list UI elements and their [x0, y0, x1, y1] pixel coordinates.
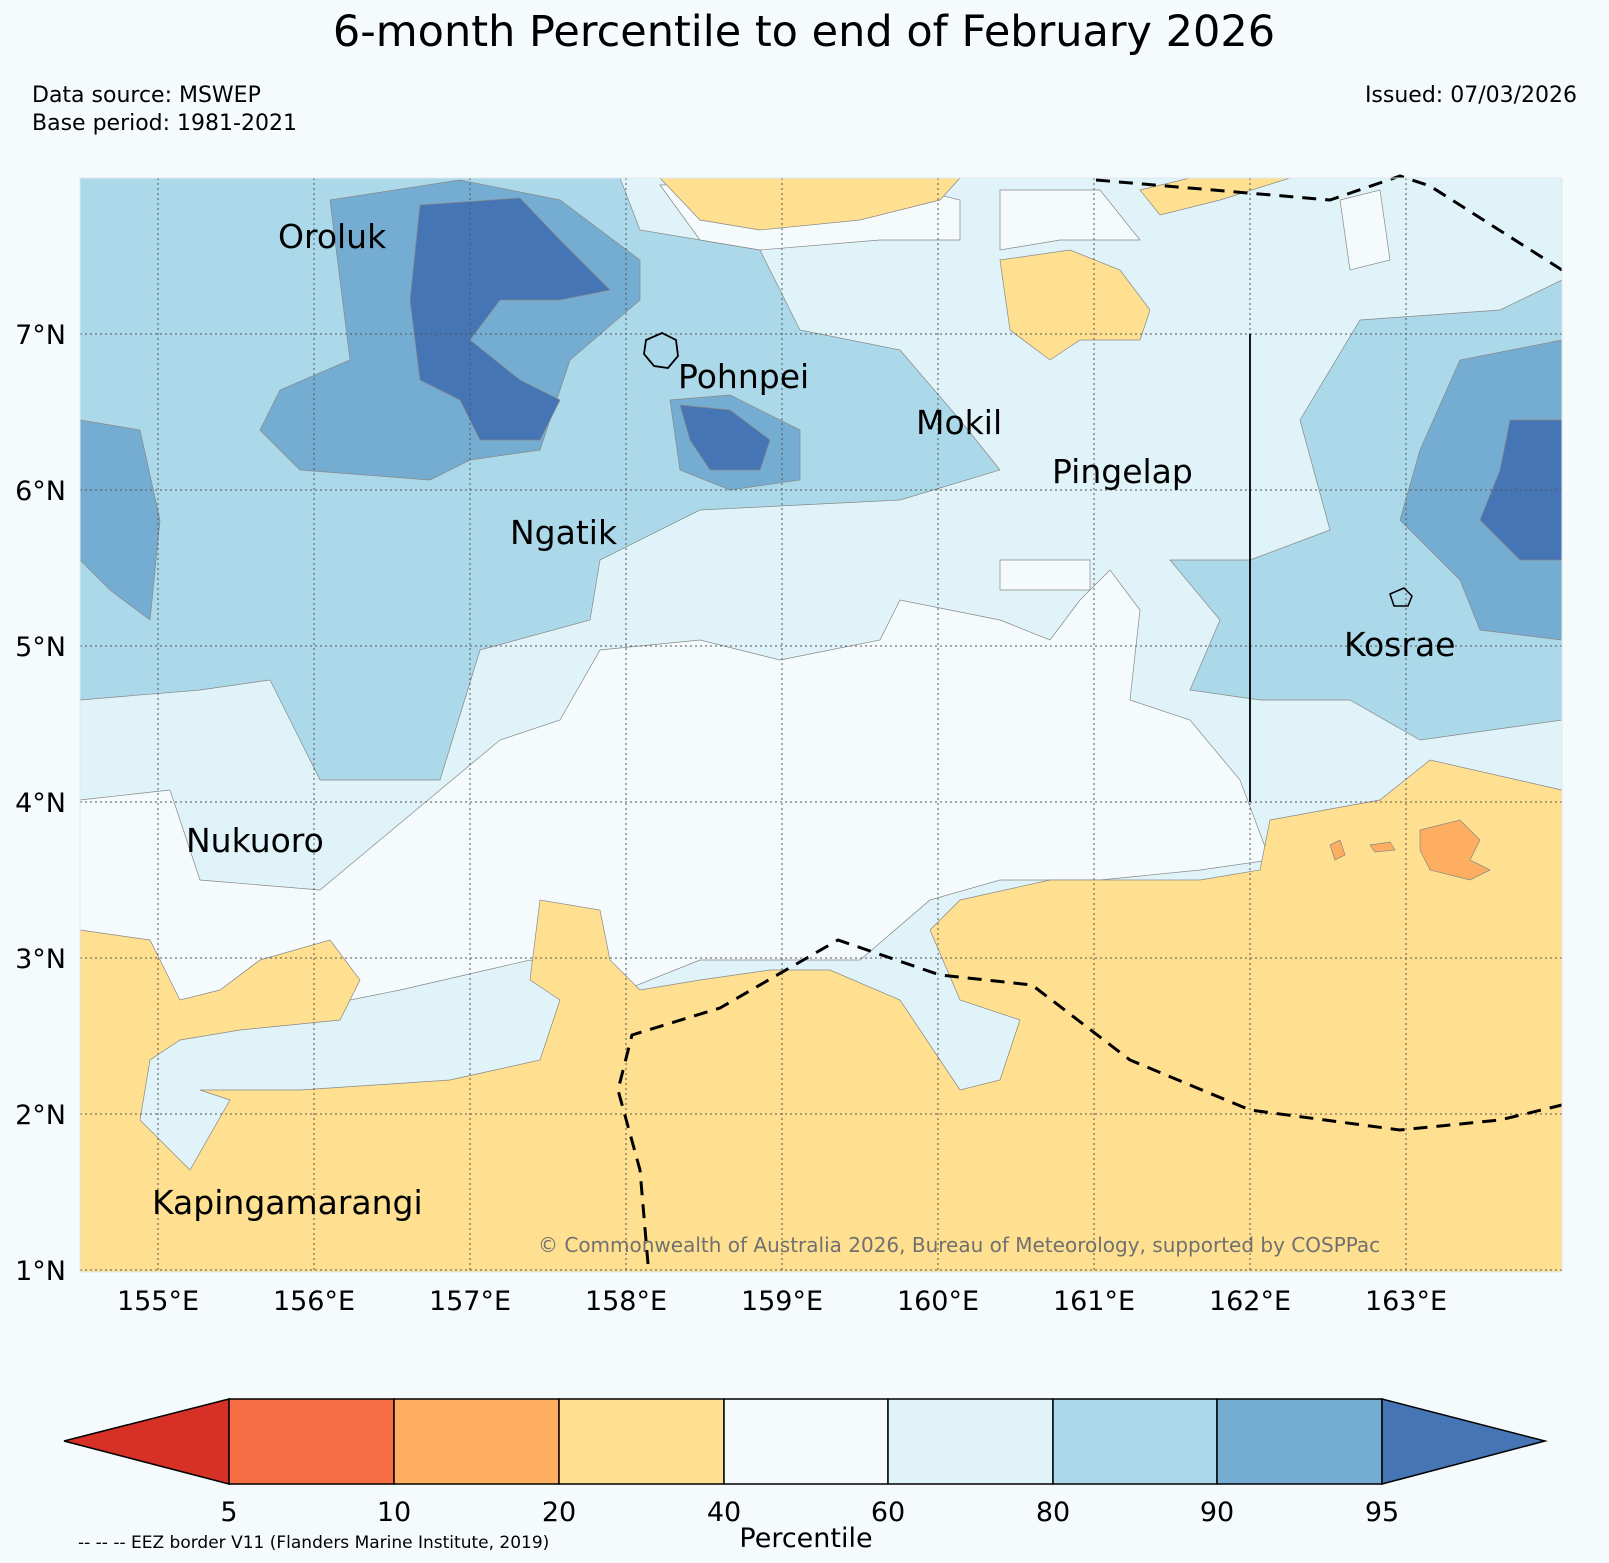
y-tick-3: 3°N	[15, 944, 66, 975]
colorbar-extend-high	[1381, 1398, 1548, 1485]
region-p20-40-main	[80, 759, 1562, 1272]
place-kosrae: Kosrae	[1344, 625, 1455, 664]
x-tick-157: 157°E	[429, 1286, 511, 1317]
colorbar-bin-80-90	[1052, 1398, 1218, 1485]
y-axis-ticks: 7°N 6°N 5°N 4°N 3°N 2°N 1°N	[15, 320, 66, 1287]
colorbar-tick-90: 90	[1200, 1497, 1234, 1528]
x-tick-161: 161°E	[1053, 1286, 1135, 1317]
eez-border-north	[1095, 174, 1563, 272]
colorbar-tick-5: 5	[220, 1497, 237, 1528]
place-ngatik: Ngatik	[510, 513, 618, 552]
map-frame	[79, 177, 1563, 1273]
map-credit: © Commonwealth of Australia 2026, Bureau…	[538, 1233, 1380, 1257]
colorbar-tick-10: 10	[377, 1497, 411, 1528]
colorbar-tick-40: 40	[707, 1497, 741, 1528]
issued-date: Issued: 07/03/2026	[1365, 83, 1577, 108]
x-axis-ticks: 155°E 156°E 157°E 158°E 159°E 160°E 161°…	[117, 1286, 1447, 1317]
region-p40-60-c	[999, 189, 1141, 251]
colorbar-bin-20-40	[558, 1398, 725, 1485]
region-above95-a	[409, 197, 611, 441]
y-tick-4: 4°N	[15, 788, 66, 819]
y-tick-2: 2°N	[15, 1100, 66, 1131]
gridlines	[80, 178, 1562, 1272]
region-p10-20-a	[1419, 819, 1491, 881]
place-pohnpei: Pohnpei	[678, 357, 809, 396]
eez-border-south	[616, 938, 1563, 1265]
place-mokil: Mokil	[916, 403, 1002, 442]
pohnpei-island-outline	[643, 332, 679, 369]
y-tick-5: 5°N	[15, 632, 66, 663]
x-tick-159: 159°E	[741, 1286, 823, 1317]
region-p40-60-e	[999, 559, 1091, 591]
region-p10-20-c	[1369, 841, 1396, 853]
colorbar-bin-10-20	[393, 1398, 560, 1485]
colorbar-bin-5-10	[228, 1398, 395, 1485]
x-tick-155: 155°E	[117, 1286, 199, 1317]
region-above95-b	[679, 404, 771, 471]
colorbar-label: Percentile	[739, 1523, 872, 1554]
colorbar-tick-60: 60	[871, 1497, 905, 1528]
region-p20-40-north-b	[659, 178, 961, 231]
region-p10-20-b	[1329, 839, 1346, 861]
y-tick-7: 7°N	[15, 320, 66, 351]
place-oroluk: Oroluk	[278, 217, 387, 256]
eez-borders	[616, 174, 1563, 1265]
x-tick-156: 156°E	[273, 1286, 355, 1317]
colorbar-extend-low	[63, 1398, 230, 1485]
base-period: Base period: 1981-2021	[32, 111, 297, 136]
colorbar-bin-90-95	[1216, 1398, 1383, 1485]
place-kapingamarangi: Kapingamarangi	[152, 1183, 423, 1222]
kosrae-island-outline	[1389, 587, 1413, 607]
y-tick-1: 1°N	[15, 1256, 66, 1287]
region-p90-95-a	[80, 419, 161, 621]
region-p20-40-north-a	[999, 249, 1151, 361]
eez-legend-note: -- -- -- EEZ border V11 (Flanders Marine…	[78, 1533, 549, 1553]
colorbar-bin-60-80	[887, 1398, 1054, 1485]
x-tick-162: 162°E	[1209, 1286, 1291, 1317]
x-tick-163: 163°E	[1365, 1286, 1447, 1317]
place-nukuoro: Nukuoro	[186, 821, 324, 860]
colorbar: 5 10 20 40 60 80 90 95 Percentile	[63, 1398, 1548, 1554]
colorbar-bin-40-60	[723, 1398, 889, 1485]
x-tick-158: 158°E	[585, 1286, 667, 1317]
region-p40-60-f	[1339, 189, 1391, 271]
x-tick-160: 160°E	[897, 1286, 979, 1317]
place-pingelap: Pingelap	[1052, 452, 1193, 491]
map-title: 6-month Percentile to end of February 20…	[333, 7, 1275, 57]
map-panel: Oroluk Pohnpei Mokil Pingelap Ngatik Kos…	[79, 174, 1563, 1273]
colorbar-tick-80: 80	[1036, 1497, 1070, 1528]
y-tick-6: 6°N	[15, 476, 66, 507]
data-source: Data source: MSWEP	[32, 83, 261, 108]
colorbar-tick-95: 95	[1365, 1497, 1399, 1528]
colorbar-tick-20: 20	[542, 1497, 576, 1528]
